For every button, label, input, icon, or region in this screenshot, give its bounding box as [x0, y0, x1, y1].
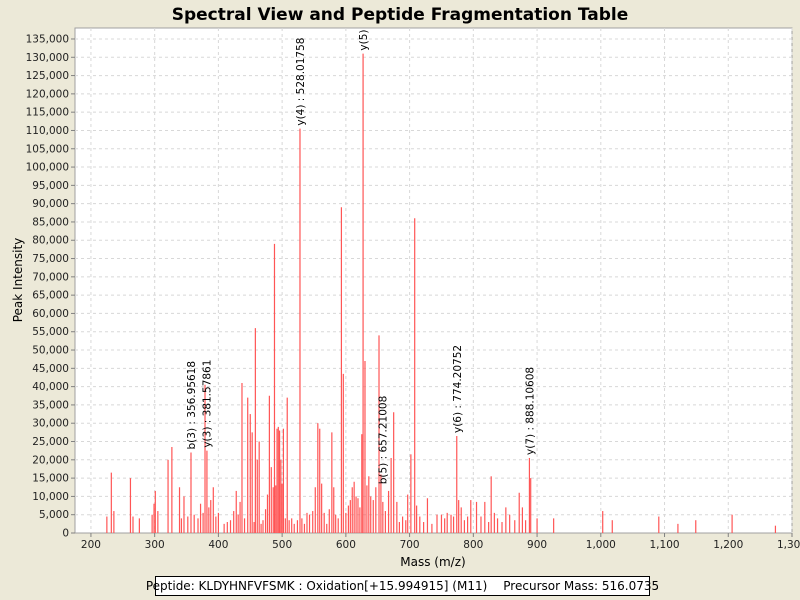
x-tick-label: 400 [208, 539, 228, 551]
x-axis-label: Mass (m/z) [400, 555, 465, 569]
y-tick-label: 110,000 [26, 125, 69, 137]
x-tick-label: 500 [272, 539, 292, 551]
x-tick-label: 1,100 [650, 539, 680, 551]
axes-layer: 0 5,000 10,000 15,000 20,000 25,000 30,000 35,0… [26, 33, 800, 551]
legend-box: Peptide: KLDYHNFVFSMK : Oxidation[+15.99… [146, 576, 659, 596]
peak-annotation: b(5) : 657.21008 [377, 396, 389, 485]
y-tick-label: 130,000 [26, 52, 69, 64]
peak-annotation: y(3) : 381.57861 [202, 360, 214, 448]
x-tick-label: 600 [336, 539, 356, 551]
y-tick-label: 5,000 [39, 509, 69, 521]
peaks-layer [106, 53, 777, 533]
y-tick-label: 120,000 [26, 88, 69, 100]
chart-title: Spectral View and Peptide Fragmentation … [172, 5, 629, 25]
y-tick-label: 85,000 [32, 216, 69, 228]
y-tick-label: 90,000 [32, 198, 69, 210]
peak-annotation: y(7) : 888.10608 [524, 367, 536, 455]
y-tick-label: 80,000 [32, 235, 69, 247]
y-tick-label: 30,000 [32, 418, 69, 430]
y-tick-label: 125,000 [26, 70, 69, 82]
y-tick-label: 40,000 [32, 381, 69, 393]
x-tick-label: 900 [527, 539, 547, 551]
y-tick-label: 95,000 [32, 180, 69, 192]
legend-peptide: Peptide: KLDYHNFVFSMK : Oxidation[+15.99… [145, 579, 488, 593]
x-tick-label: 800 [463, 539, 483, 551]
x-tick-label: 1,000 [586, 539, 616, 551]
y-tick-label: 25,000 [32, 436, 69, 448]
y-tick-label: 10,000 [32, 491, 69, 503]
y-tick-label: 20,000 [32, 454, 69, 466]
peak-annotation: y(5) [358, 30, 370, 51]
x-tick-label: 700 [400, 539, 420, 551]
y-tick-label: 75,000 [32, 253, 69, 265]
y-tick-label: 15,000 [32, 473, 69, 485]
legend-precursor: Precursor Mass: 516.0735 [503, 579, 660, 593]
peak-annotation: y(6) : 774.20752 [452, 345, 464, 433]
peak-annotation: b(3) : 356.95618 [186, 361, 198, 450]
y-tick-label: 105,000 [26, 143, 69, 155]
y-tick-label: 0 [62, 528, 69, 540]
y-tick-label: 135,000 [26, 33, 69, 45]
y-tick-label: 45,000 [32, 363, 69, 375]
y-tick-label: 55,000 [32, 326, 69, 338]
y-axis-label: Peak Intensity [11, 238, 25, 323]
x-tick-label: 300 [145, 539, 165, 551]
x-tick-label: 1,200 [713, 539, 743, 551]
y-tick-label: 60,000 [32, 308, 69, 320]
y-tick-label: 35,000 [32, 399, 69, 411]
x-tick-label: 1,300 [777, 539, 800, 551]
grid-lines [75, 28, 793, 533]
x-tick-label: 200 [81, 539, 101, 551]
y-tick-label: 50,000 [32, 345, 69, 357]
y-tick-label: 65,000 [32, 290, 69, 302]
plot-area [74, 27, 793, 534]
y-tick-label: 115,000 [26, 107, 69, 119]
peak-annotation: y(4) : 528.01758 [295, 38, 307, 126]
y-tick-label: 100,000 [26, 162, 69, 174]
annotations-layer: b(3) : 356.95618 y(3) : 381.57861 y(4) : 5… [186, 30, 537, 485]
y-tick-label: 70,000 [32, 271, 69, 283]
